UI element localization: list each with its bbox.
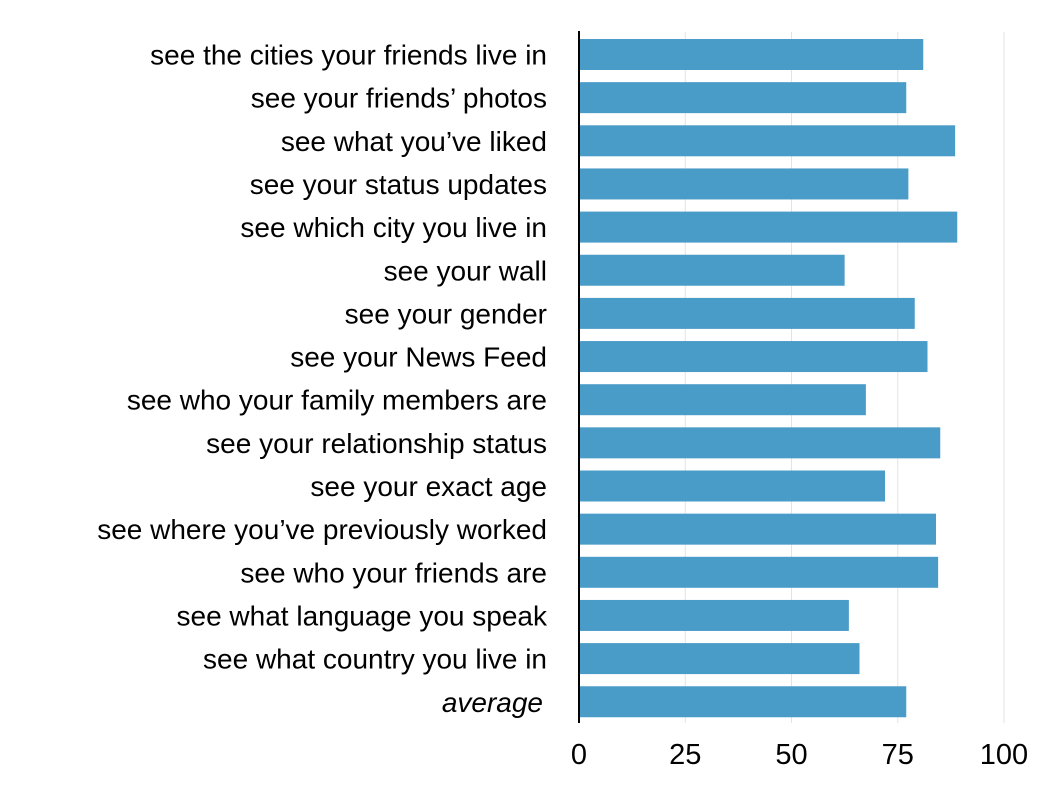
category-label: see what language you speak: [177, 600, 548, 631]
x-tick-label: 50: [775, 739, 807, 771]
bar: [579, 39, 924, 70]
category-label: see the cities your friends live in: [150, 40, 547, 71]
category-labels: see the cities your friends live in see y…: [97, 40, 548, 718]
category-label: see your exact age: [310, 471, 547, 502]
category-label: see your status updates: [250, 169, 547, 200]
bar: [579, 686, 907, 718]
bar: [579, 82, 907, 114]
x-tick-label: 100: [980, 739, 1028, 771]
bar: [579, 599, 849, 631]
bar: [579, 297, 915, 329]
category-label: see your News Feed: [290, 342, 547, 373]
x-tick-labels: 0 25 50 75 100: [571, 739, 1028, 771]
bar: [579, 211, 958, 243]
bar: [579, 168, 909, 200]
category-label: see your relationship status: [206, 428, 547, 459]
bars: [579, 39, 958, 718]
x-tick-label: 75: [882, 739, 914, 771]
x-tick-label: 25: [669, 739, 701, 771]
bar: [579, 125, 956, 157]
category-label: see what country you live in: [203, 644, 547, 675]
category-label: see where you’ve previously worked: [97, 514, 547, 545]
x-tick-label: 0: [571, 739, 587, 771]
category-label: see your gender: [345, 298, 547, 329]
bar: [579, 341, 928, 373]
bar: [579, 384, 866, 416]
category-label: see your friends’ photos: [251, 83, 547, 114]
category-label: see what you’ve liked: [281, 126, 547, 157]
bar: [579, 513, 936, 545]
average-label: average: [442, 687, 543, 718]
bar: [579, 427, 941, 459]
bar: [579, 556, 939, 588]
category-label: see your wall: [384, 255, 547, 286]
bar: [579, 643, 860, 675]
bar: [579, 470, 885, 502]
bar: [579, 254, 845, 286]
category-label: see who your family members are: [127, 385, 547, 416]
category-label: see which city you live in: [240, 212, 547, 243]
category-label: see who your friends are: [240, 557, 547, 588]
